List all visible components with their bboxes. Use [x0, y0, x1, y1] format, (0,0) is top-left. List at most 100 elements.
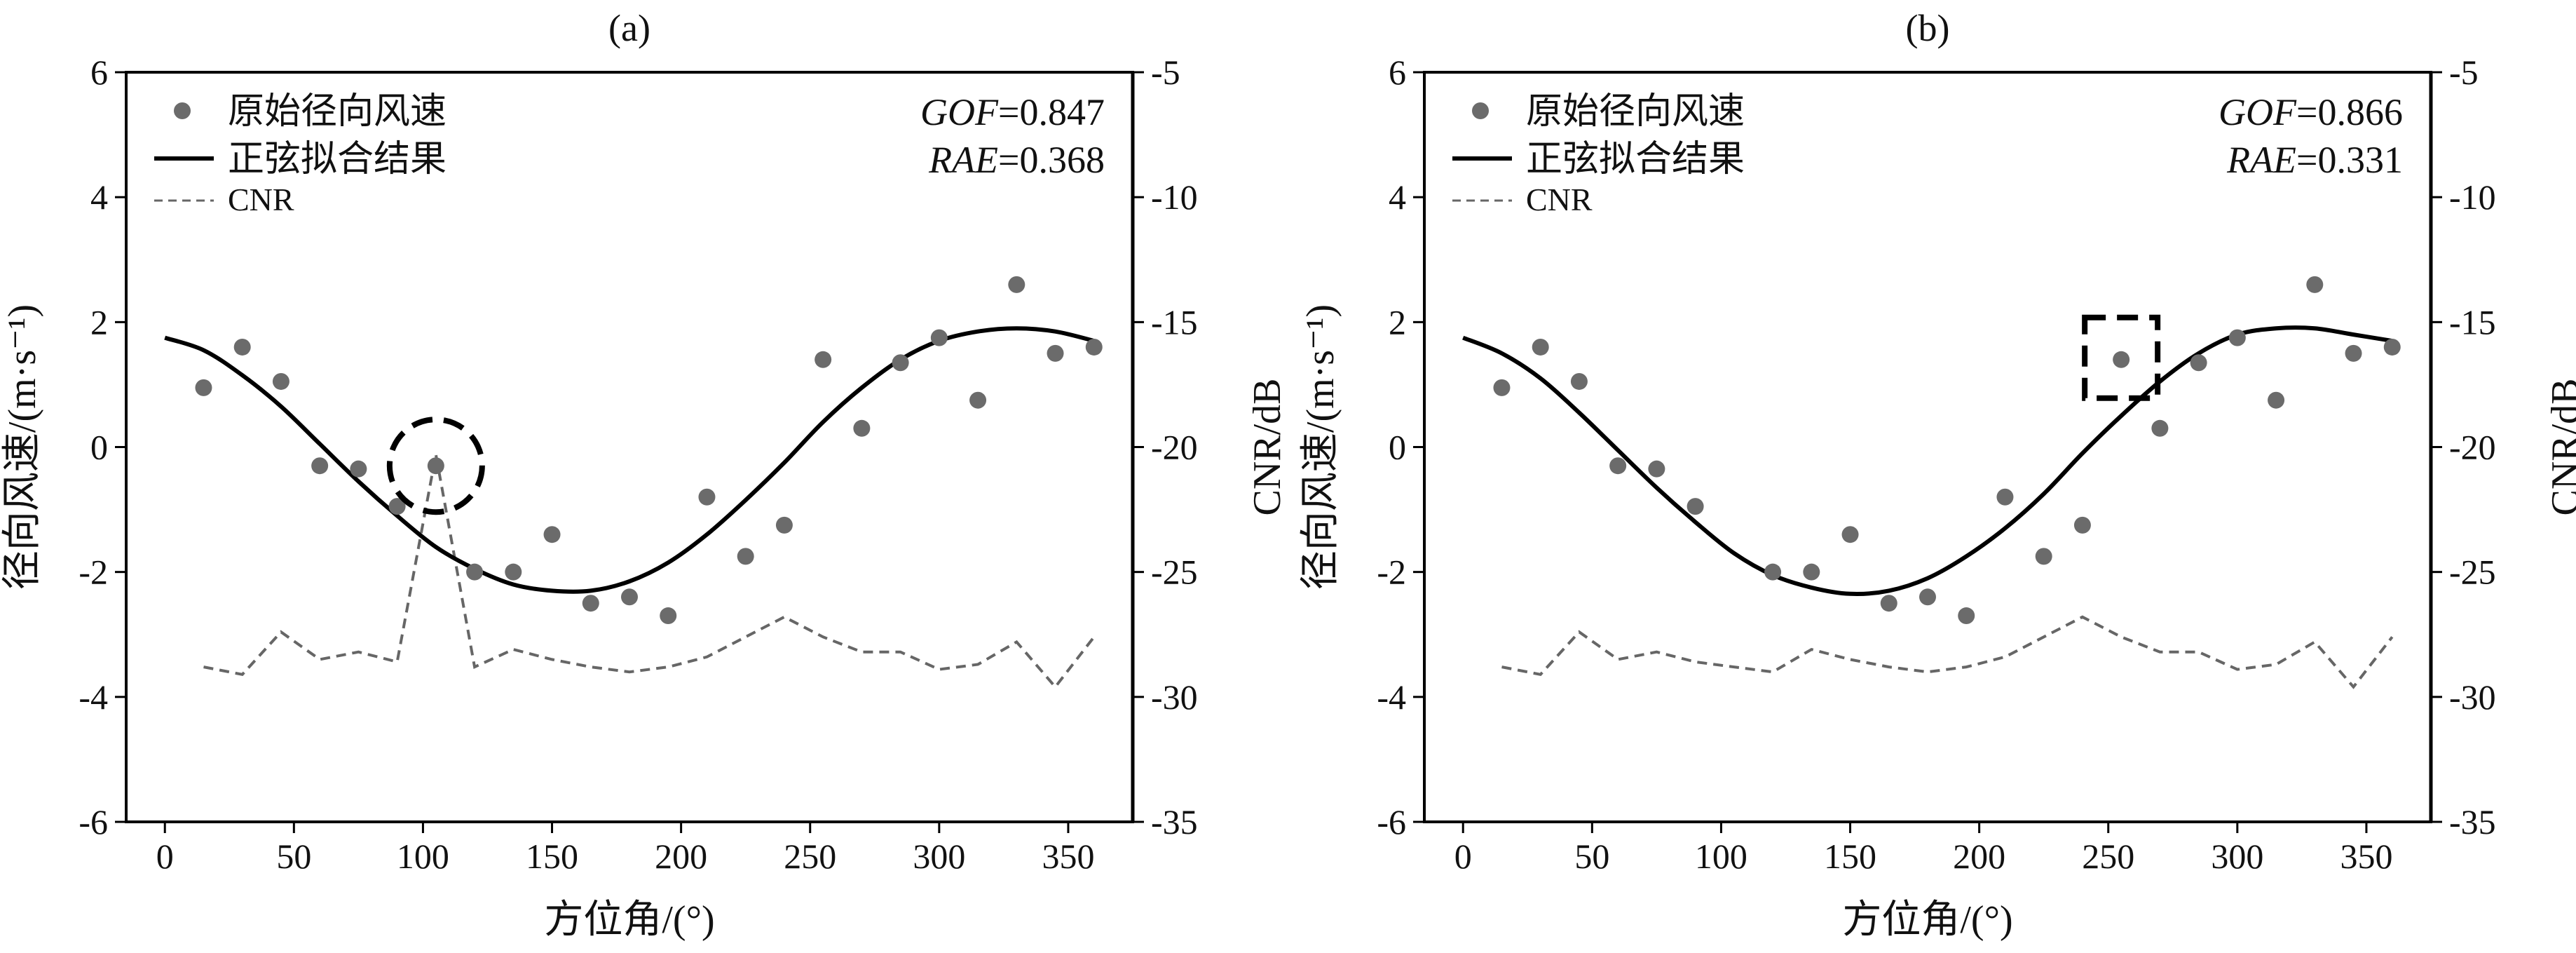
metric-gof: GOF=0.847 [920, 91, 1105, 133]
outlier-square-marker [2082, 314, 2161, 401]
y-right-axis-title: CNR/dB [1246, 378, 1289, 515]
metric-name: GOF [920, 91, 999, 133]
legend-label: 正弦拟合结果 [1526, 140, 1745, 180]
radial-velocity-point [2268, 391, 2285, 409]
legend-label: 原始径向风速 [228, 92, 447, 132]
x-tick-label: 50 [1574, 837, 1609, 876]
radial-velocity-point [660, 607, 677, 625]
y-right-tick-label: -30 [2449, 677, 2496, 717]
legend-label: CNR [228, 182, 294, 217]
radial-velocity-point [2383, 338, 2401, 356]
metric-equals: = [2296, 139, 2317, 181]
y-left-tick-label: 6 [90, 53, 108, 92]
radial-velocity-point [1609, 457, 1627, 475]
y-left-tick-label: -6 [79, 802, 108, 842]
radial-velocity-point [350, 460, 367, 478]
y-right-tick-label: -30 [1151, 677, 1198, 717]
y-right-tick-label: -35 [1151, 802, 1198, 842]
chart-panel-b: 0 50 100 150 200 250 300 350-6-4-20246-35-30-25… [1299, 7, 2576, 942]
radial-velocity-point [195, 379, 212, 396]
x-tick-label: 0 [156, 837, 174, 876]
metric-value: 0.866 [2318, 91, 2404, 133]
radial-velocity-point [2113, 351, 2130, 368]
x-tick-label: 100 [397, 837, 449, 876]
legend-label: CNR [1526, 182, 1593, 217]
radial-velocity-point [969, 391, 987, 409]
y-left-tick-label: 4 [1389, 177, 1406, 217]
x-tick-label: 150 [1824, 837, 1876, 876]
radial-velocity-point [892, 354, 909, 372]
metric-rae: RAE=0.331 [2226, 139, 2403, 181]
y-left-axis-title: 径向风速/(m·s⁻¹) [1299, 304, 1342, 590]
y-left-tick-label: -6 [1377, 802, 1406, 842]
radial-velocity-point [621, 588, 638, 606]
y-right-tick-label: -25 [1151, 553, 1198, 592]
y-left-tick-label: 4 [90, 177, 108, 217]
legend-label: 正弦拟合结果 [228, 140, 447, 180]
radial-velocity-point [1085, 338, 1103, 356]
radial-velocity-point [388, 498, 406, 515]
x-tick-label: 300 [913, 837, 965, 876]
y-left-tick-label: 0 [90, 428, 108, 467]
legend-marker-points [1472, 102, 1489, 119]
y-right-tick-label: -10 [2449, 177, 2496, 217]
metric-equals: = [998, 91, 1019, 133]
radial-velocity-point [311, 457, 329, 475]
metric-name: RAE [2226, 139, 2296, 181]
y-right-tick-label: -15 [2449, 302, 2496, 342]
y-left-tick-label: 2 [90, 302, 108, 342]
radial-velocity-point [1570, 372, 1588, 390]
cnr-line [203, 454, 1096, 689]
y-left-tick-label: -4 [1377, 677, 1406, 717]
y-left-axis-title: 径向风速/(m·s⁻¹) [1, 304, 44, 590]
x-tick-label: 100 [1695, 837, 1747, 876]
radial-velocity-point [1493, 379, 1511, 396]
radial-velocity-point [543, 526, 561, 543]
radial-velocity-point [1803, 563, 1820, 581]
metric-equals: = [2296, 91, 2317, 133]
x-tick-label: 350 [2340, 837, 2392, 876]
y-right-tick-label: -35 [2449, 802, 2496, 842]
panel-label: (b) [1906, 7, 1950, 49]
y-left-tick-label: -4 [79, 677, 108, 717]
radial-velocity-point [582, 595, 599, 612]
radial-velocity-point [1008, 276, 1025, 293]
outlier-circle-marker [386, 417, 485, 515]
radial-velocity-point [505, 563, 522, 581]
y-left-tick-label: 6 [1389, 53, 1406, 92]
radial-velocity-point [775, 516, 793, 534]
radial-velocity-point [1919, 588, 1936, 606]
radial-velocity-point [2228, 329, 2246, 346]
radial-velocity-point [427, 457, 444, 475]
y-right-tick-label: -25 [2449, 553, 2496, 592]
metric-rae: RAE=0.368 [928, 139, 1105, 181]
y-left-tick-label: -2 [1377, 553, 1406, 592]
x-tick-label: 0 [1454, 837, 1472, 876]
metric-name: GOF [2219, 91, 2297, 133]
legend-label: 原始径向风速 [1526, 92, 1745, 132]
radial-velocity-point [1532, 338, 1549, 356]
x-tick-label: 200 [1953, 837, 2005, 876]
metric-equals: = [998, 139, 1019, 181]
radial-velocity-point [1764, 563, 1782, 581]
radial-velocity-point [233, 338, 251, 356]
y-right-tick-label: -5 [1151, 53, 1180, 92]
radial-velocity-point [930, 329, 948, 346]
x-tick-label: 150 [526, 837, 578, 876]
radial-velocity-point [737, 548, 754, 565]
radial-velocity-point [1958, 607, 1975, 625]
radial-velocity-point [1996, 488, 2014, 506]
sine-fit-line [1462, 325, 2393, 596]
metric-gof: GOF=0.866 [2219, 91, 2403, 133]
y-right-tick-label: -15 [1151, 302, 1198, 342]
y-right-tick-label: -20 [1151, 428, 1198, 467]
y-left-tick-label: -2 [79, 553, 108, 592]
panel-label: (a) [608, 7, 650, 49]
metric-value: 0.847 [1020, 91, 1105, 133]
y-right-axis-title: CNR/dB [2544, 378, 2576, 515]
radial-velocity-point [1880, 595, 1897, 612]
x-axis-title: 方位角/(°) [1842, 898, 2012, 942]
radial-velocity-point [2073, 516, 2091, 534]
radial-velocity-point [2306, 276, 2324, 293]
